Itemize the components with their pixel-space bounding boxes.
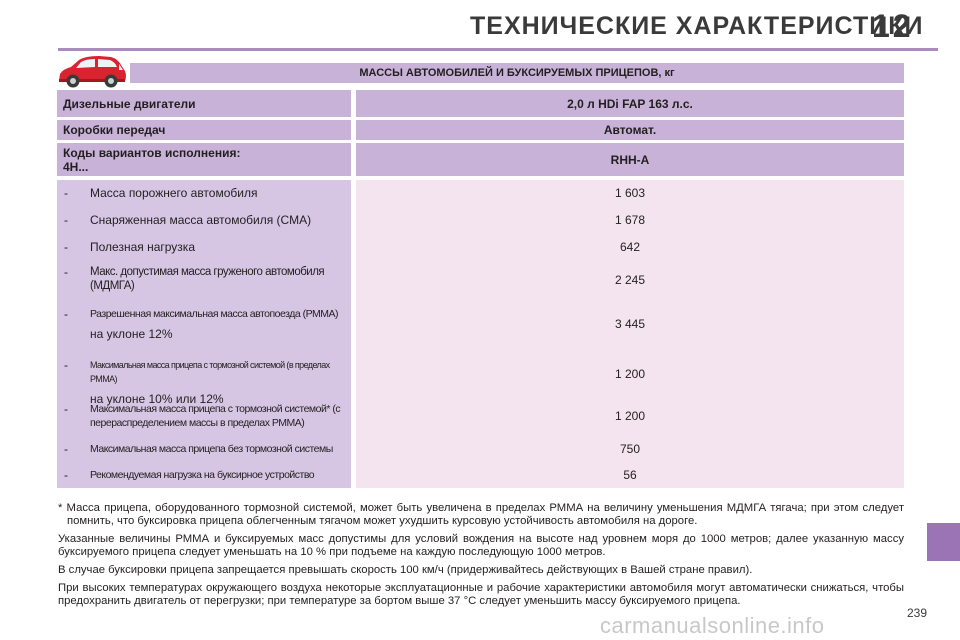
mass-values-panel <box>356 180 904 488</box>
row-value: 642 <box>619 240 641 254</box>
row-value: 1 200 <box>614 409 646 423</box>
row-label-main: Разрешенная максимальная масса автопоезд… <box>90 308 338 320</box>
mass-labels-panel <box>57 180 351 488</box>
engine-value: 2,0 л HDi FAP 163 л.с. <box>356 90 904 117</box>
engine-label: Дизельные двигатели <box>57 90 351 117</box>
row-dash: - <box>64 240 68 254</box>
variant-value: RHH-A <box>356 143 904 176</box>
row-value: 1 200 <box>614 367 646 381</box>
row-dash: - <box>64 358 68 372</box>
chapter-number: 12 <box>872 8 914 44</box>
variant-label-line1: Коды вариантов исполнения: <box>63 145 241 160</box>
row-label: Максимальная масса прицепа без тормозной… <box>90 443 333 455</box>
variant-label: Коды вариантов исполнения: 4H... <box>57 143 351 176</box>
chapter-side-tab <box>927 523 960 561</box>
row-label: Максимальная масса прицепа с тормозной с… <box>90 358 355 406</box>
variant-row: Коды вариантов исполнения: 4H... RHH-A <box>57 143 904 176</box>
row-dash: - <box>64 402 68 416</box>
watermark: carmanualsonline.info <box>600 613 825 638</box>
row-label: Полезная нагрузка <box>90 240 195 254</box>
row-value: 56 <box>623 468 637 482</box>
row-value: 2 245 <box>614 273 646 287</box>
row-dash: - <box>64 186 68 200</box>
row-value: 750 <box>619 442 641 456</box>
row-label-sub: на уклоне 12% <box>90 327 173 341</box>
row-label: Масса порожнего автомобиля <box>90 186 258 200</box>
row-dash: - <box>64 442 68 456</box>
row-label-sub: на уклоне 10% или 12% <box>90 392 224 406</box>
row-label: Разрешенная максимальная масса автопоезд… <box>90 307 355 341</box>
row-dash: - <box>64 468 68 482</box>
gearbox-value: Автомат. <box>356 120 904 140</box>
table-title: МАССЫ АВТОМОБИЛЕЙ И БУКСИРУЕМЫХ ПРИЦЕПОВ… <box>130 63 904 83</box>
car-icon <box>59 56 126 88</box>
row-dash: - <box>64 307 68 321</box>
row-label: Макс. допустимая масса груженого автомоб… <box>90 266 325 292</box>
row-label: Рекомендуемая нагрузка на буксирное устр… <box>90 469 315 481</box>
gearbox-row: Коробки передач Автомат. <box>57 120 904 140</box>
row-dash: - <box>64 213 68 227</box>
gearbox-label: Коробки передач <box>57 120 351 140</box>
row-label: Максимальная масса прицепа с тормозной с… <box>90 403 341 429</box>
note-paragraph: Указанные величины РММА и буксируемых ма… <box>58 533 904 558</box>
row-label-main: Максимальная масса прицепа с тормозной с… <box>90 360 330 384</box>
page-number: 239 <box>907 606 928 620</box>
engine-row: Дизельные двигатели 2,0 л HDi FAP 163 л.… <box>57 90 904 117</box>
page-title: ТЕХНИЧЕСКИЕ ХАРАКТЕРИСТИКИ <box>470 12 924 40</box>
row-value: 1 678 <box>614 213 646 227</box>
row-label: Снаряженная масса автомобиля (СМА) <box>90 213 312 227</box>
row-value: 3 445 <box>614 317 646 331</box>
variant-label-line2: 4H... <box>63 159 89 174</box>
row-dash: - <box>64 265 68 279</box>
notes: * Масса прицепа, оборудованного тормозно… <box>58 502 904 613</box>
row-value: 1 603 <box>614 186 646 200</box>
note-paragraph: При высоких температурах окружающего воз… <box>58 582 904 607</box>
header-divider <box>58 48 938 51</box>
note-paragraph: В случае буксировки прицепа запрещается … <box>58 564 753 576</box>
footnote: * Масса прицепа, оборудованного тормозно… <box>58 502 904 527</box>
